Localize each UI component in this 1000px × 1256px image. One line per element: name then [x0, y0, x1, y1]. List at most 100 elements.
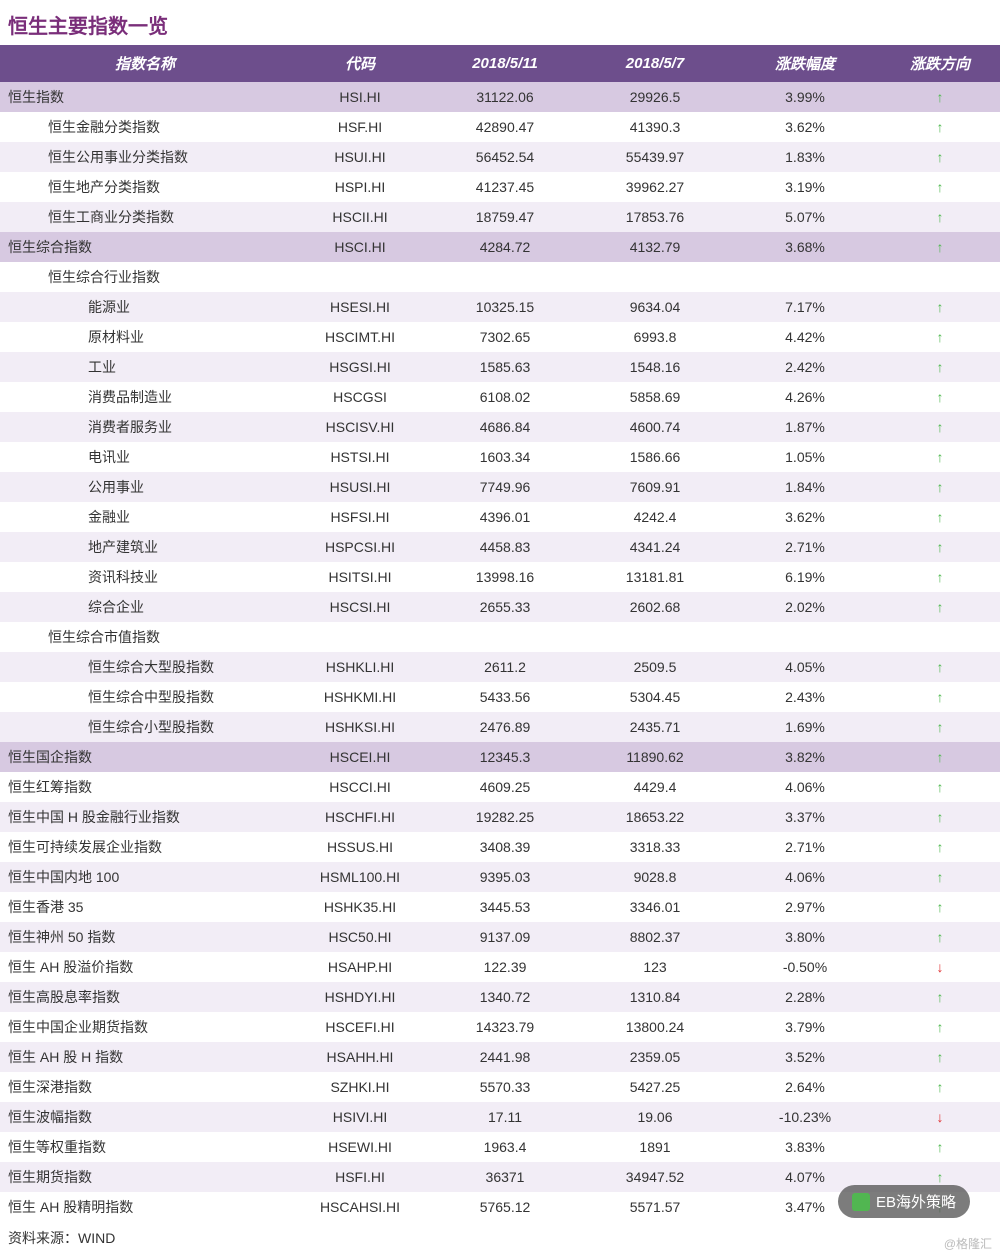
cell-change: 2.71%	[730, 532, 880, 562]
cell-date1: 9395.03	[430, 862, 580, 892]
arrow-up-icon: ↑	[937, 449, 944, 465]
cell-date1: 9137.09	[430, 922, 580, 952]
arrow-down-icon: ↓	[937, 1109, 944, 1125]
cell-name: 能源业	[0, 292, 290, 322]
cell-date1: 6108.02	[430, 382, 580, 412]
table-row: 恒生波幅指数HSIVI.HI17.1119.06-10.23%↓	[0, 1102, 1000, 1132]
cell-change: 2.28%	[730, 982, 880, 1012]
cell-name: 恒生高股息率指数	[0, 982, 290, 1012]
cell-name: 地产建筑业	[0, 532, 290, 562]
cell-change: 3.83%	[730, 1132, 880, 1162]
cell-date1: 36371	[430, 1162, 580, 1192]
cell-direction: ↑	[880, 652, 1000, 682]
cell-code: HSFI.HI	[290, 1162, 430, 1192]
cell-code: HSHK35.HI	[290, 892, 430, 922]
cell-name: 恒生中国内地 100	[0, 862, 290, 892]
cell-date1: 5765.12	[430, 1192, 580, 1222]
cell-name: 工业	[0, 352, 290, 382]
cell-code: HSC50.HI	[290, 922, 430, 952]
table-row: 能源业HSESI.HI10325.159634.047.17%↑	[0, 292, 1000, 322]
table-row: 恒生神州 50 指数HSC50.HI9137.098802.373.80%↑	[0, 922, 1000, 952]
table-row: 资讯科技业HSITSI.HI13998.1613181.816.19%↑	[0, 562, 1000, 592]
arrow-up-icon: ↑	[937, 239, 944, 255]
cell-direction: ↑	[880, 772, 1000, 802]
cell-date2: 19.06	[580, 1102, 730, 1132]
cell-code: HSF.HI	[290, 112, 430, 142]
table-row: 工业HSGSI.HI1585.631548.162.42%↑	[0, 352, 1000, 382]
cell-date1: 5433.56	[430, 682, 580, 712]
cell-direction: ↑	[880, 832, 1000, 862]
cell-name: 恒生深港指数	[0, 1072, 290, 1102]
cell-name: 恒生金融分类指数	[0, 112, 290, 142]
cell-date2: 39962.27	[580, 172, 730, 202]
cell-name: 恒生等权重指数	[0, 1132, 290, 1162]
cell-change: 4.26%	[730, 382, 880, 412]
cell-direction: ↑	[880, 502, 1000, 532]
cell-code: HSSUS.HI	[290, 832, 430, 862]
cell-code: HSTSI.HI	[290, 442, 430, 472]
arrow-up-icon: ↑	[937, 1139, 944, 1155]
table-row: 恒生综合指数HSCI.HI4284.724132.793.68%↑	[0, 232, 1000, 262]
cell-code: HSCSI.HI	[290, 592, 430, 622]
cell-code: HSUSI.HI	[290, 472, 430, 502]
cell-direction: ↑	[880, 802, 1000, 832]
cell-date2: 4600.74	[580, 412, 730, 442]
arrow-up-icon: ↑	[937, 899, 944, 915]
cell-date2: 13181.81	[580, 562, 730, 592]
cell-name: 恒生神州 50 指数	[0, 922, 290, 952]
cell-direction: ↑	[880, 472, 1000, 502]
cell-date2: 9028.8	[580, 862, 730, 892]
cell-date1: 4284.72	[430, 232, 580, 262]
cell-date2: 41390.3	[580, 112, 730, 142]
cell-change: 1.05%	[730, 442, 880, 472]
cell-change: 3.19%	[730, 172, 880, 202]
cell-date2: 3346.01	[580, 892, 730, 922]
table-row: 恒生地产分类指数HSPI.HI41237.4539962.273.19%↑	[0, 172, 1000, 202]
table-row: 恒生红筹指数HSCCI.HI4609.254429.44.06%↑	[0, 772, 1000, 802]
cell-name: 资讯科技业	[0, 562, 290, 592]
cell-change: 2.42%	[730, 352, 880, 382]
cell-change: 3.99%	[730, 82, 880, 112]
arrow-up-icon: ↑	[937, 719, 944, 735]
cell-date2: 2359.05	[580, 1042, 730, 1072]
cell-change: 3.37%	[730, 802, 880, 832]
arrow-up-icon: ↑	[937, 749, 944, 765]
cell-direction: ↓	[880, 952, 1000, 982]
cell-code: HSIVI.HI	[290, 1102, 430, 1132]
table-row: 恒生公用事业分类指数HSUI.HI56452.5455439.971.83%↑	[0, 142, 1000, 172]
cell-change: 5.07%	[730, 202, 880, 232]
cell-direction: ↑	[880, 442, 1000, 472]
cell-date1: 5570.33	[430, 1072, 580, 1102]
cell-date1: 3408.39	[430, 832, 580, 862]
cell-change: -10.23%	[730, 1102, 880, 1132]
cell-code: HSGSI.HI	[290, 352, 430, 382]
arrow-up-icon: ↑	[937, 1019, 944, 1035]
arrow-up-icon: ↑	[937, 329, 944, 345]
cell-date1: 122.39	[430, 952, 580, 982]
cell-change: 3.62%	[730, 112, 880, 142]
cell-date2: 18653.22	[580, 802, 730, 832]
cell-change: 1.83%	[730, 142, 880, 172]
cell-date1: 2655.33	[430, 592, 580, 622]
cell-name: 恒生综合市值指数	[0, 622, 290, 652]
cell-code: HSML100.HI	[290, 862, 430, 892]
cell-code: HSITSI.HI	[290, 562, 430, 592]
cell-change: 4.42%	[730, 322, 880, 352]
cell-direction: ↓	[880, 1102, 1000, 1132]
arrow-down-icon: ↓	[937, 959, 944, 975]
table-row: 恒生中国 H 股金融行业指数HSCHFI.HI19282.2518653.223…	[0, 802, 1000, 832]
cell-name: 恒生公用事业分类指数	[0, 142, 290, 172]
arrow-up-icon: ↑	[937, 89, 944, 105]
cell-change: 2.64%	[730, 1072, 880, 1102]
cell-date2: 34947.52	[580, 1162, 730, 1192]
cell-date2: 29926.5	[580, 82, 730, 112]
cell-date2: 2509.5	[580, 652, 730, 682]
arrow-up-icon: ↑	[937, 299, 944, 315]
cell-direction: ↑	[880, 1042, 1000, 1072]
cell-direction: ↑	[880, 322, 1000, 352]
table-row: 恒生指数HSI.HI31122.0629926.53.99%↑	[0, 82, 1000, 112]
cell-change	[730, 262, 880, 292]
cell-name: 消费品制造业	[0, 382, 290, 412]
cell-date2: 4341.24	[580, 532, 730, 562]
cell-change	[730, 622, 880, 652]
